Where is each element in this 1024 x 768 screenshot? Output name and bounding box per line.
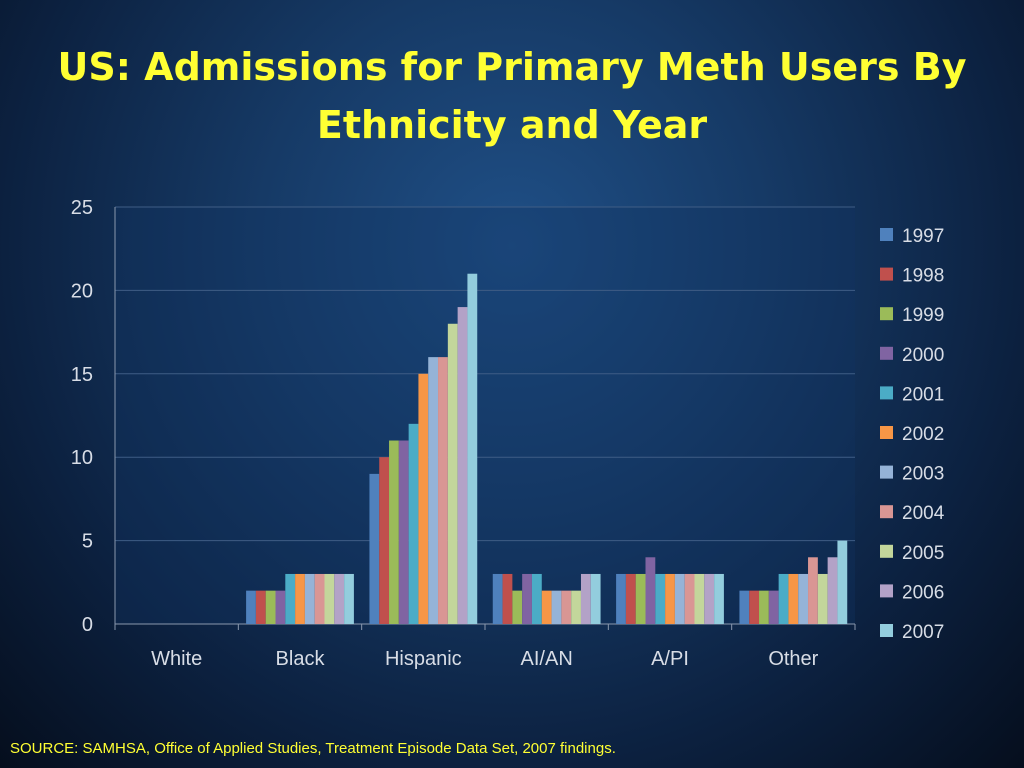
source-note: SOURCE: SAMHSA, Office of Applied Studie… (10, 740, 616, 757)
bar (304, 573, 315, 624)
y-tick-label: 10 (71, 447, 93, 469)
bar (285, 573, 296, 624)
bar (704, 573, 715, 624)
bar (827, 557, 838, 624)
bar (457, 307, 468, 624)
bar (655, 573, 666, 624)
bar (275, 590, 286, 624)
bar (798, 573, 809, 624)
bar (334, 573, 345, 624)
x-tick-label: AI/AN (521, 648, 573, 670)
bar (551, 590, 562, 624)
bar (369, 473, 380, 624)
bar (324, 573, 335, 624)
bar (561, 590, 572, 624)
bar (246, 590, 256, 624)
bar (665, 573, 675, 624)
legend-label: 1998 (902, 266, 944, 287)
bar (531, 573, 542, 624)
bar (778, 573, 789, 624)
legend-swatch (880, 426, 893, 439)
bar (428, 357, 439, 624)
legend-swatch (880, 386, 893, 400)
bar (759, 590, 769, 624)
bar (467, 273, 478, 624)
bar (674, 573, 685, 624)
bar (749, 590, 760, 624)
bar (522, 573, 532, 624)
y-tick-label: 0 (82, 614, 93, 636)
bar (265, 590, 276, 624)
x-tick-label: White (151, 648, 202, 670)
bar (314, 573, 325, 624)
legend-swatch (880, 544, 893, 558)
bar (817, 573, 828, 624)
legend-label: 2006 (902, 582, 944, 603)
legend-swatch (880, 505, 893, 519)
x-tick-label: Hispanic (385, 648, 462, 670)
bar (295, 573, 305, 624)
bar (684, 573, 695, 624)
bar (438, 357, 448, 624)
bar (512, 590, 523, 624)
legend-label: 2001 (902, 384, 944, 405)
y-tick-label: 15 (71, 364, 93, 386)
legend-swatch (880, 584, 893, 598)
legend-swatch (880, 267, 893, 281)
bar (398, 440, 409, 624)
bar (379, 457, 390, 624)
bar (768, 590, 779, 624)
legend-label: 2003 (902, 464, 944, 485)
legend-swatch (880, 465, 893, 479)
x-tick-label: Black (276, 648, 326, 670)
x-tick-label: Other (768, 648, 818, 670)
bar (837, 540, 848, 624)
legend-label: 2004 (902, 503, 945, 524)
bar (418, 373, 429, 624)
legend-swatch (880, 307, 893, 321)
bar (255, 590, 266, 624)
bar (788, 573, 799, 624)
bar (344, 573, 354, 624)
legend-swatch (880, 624, 893, 637)
bar (590, 573, 601, 624)
legend-swatch (880, 228, 893, 241)
legend-label: 2000 (902, 345, 944, 366)
x-tick-label: A/PI (651, 648, 689, 670)
legend-label: 2002 (902, 424, 944, 445)
legend-label: 2007 (902, 622, 944, 643)
legend-label: 1999 (902, 305, 944, 326)
bar (571, 590, 581, 624)
bar (447, 323, 458, 624)
bar (635, 573, 646, 624)
legend-label: 1997 (902, 226, 944, 247)
bar (625, 573, 636, 624)
bar (645, 557, 656, 624)
bar (492, 573, 503, 624)
bar (408, 423, 419, 624)
bar (739, 590, 750, 624)
bar (694, 573, 705, 624)
chart-title: US: Admissions for Primary Meth Users By… (57, 45, 967, 147)
y-tick-label: 20 (71, 280, 93, 302)
bar (616, 573, 626, 624)
plot-area (115, 207, 855, 624)
bar (541, 590, 552, 624)
legend-label: 2005 (902, 543, 944, 564)
legend-swatch (880, 346, 893, 360)
y-tick-label: 5 (82, 531, 93, 553)
bar (580, 573, 591, 624)
bar (808, 557, 818, 624)
bar (714, 573, 724, 624)
y-tick-label: 25 (71, 197, 93, 219)
bar (502, 573, 513, 624)
bar (389, 440, 399, 624)
